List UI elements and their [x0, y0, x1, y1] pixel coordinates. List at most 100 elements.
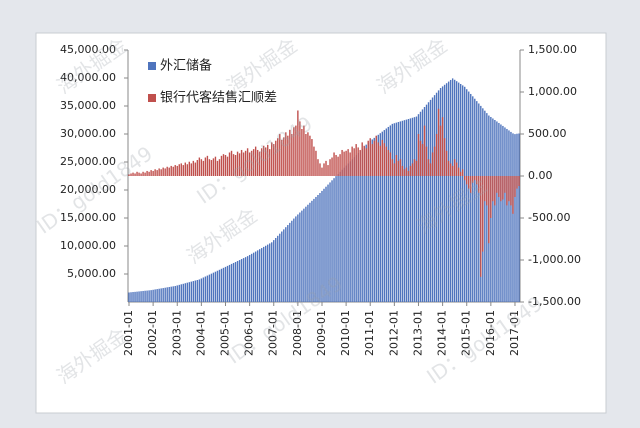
bar: [158, 168, 160, 176]
x-tick-label: 2017-01: [508, 310, 521, 356]
bar: [449, 163, 452, 176]
bar: [445, 83, 448, 302]
bar: [315, 150, 317, 176]
bar: [331, 180, 333, 302]
bar: [244, 257, 247, 302]
bar: [413, 117, 416, 302]
bar: [146, 170, 148, 176]
bar: [393, 163, 396, 176]
bar: [299, 121, 301, 176]
bar: [484, 110, 486, 302]
bar: [413, 159, 416, 176]
legend-label: 外汇储备: [160, 58, 212, 74]
bar: [142, 290, 144, 302]
bar: [409, 165, 412, 176]
bar: [464, 86, 466, 303]
bar: [262, 145, 265, 176]
bar: [459, 83, 462, 302]
bar: [401, 120, 404, 302]
y-tick-label: 35,000.00: [60, 99, 116, 112]
bar: [146, 290, 148, 302]
bar: [254, 251, 257, 302]
bar: [361, 142, 363, 176]
bar: [275, 237, 277, 302]
bar: [373, 137, 375, 302]
bar: [156, 170, 158, 176]
bar: [168, 286, 170, 302]
bar: [385, 146, 388, 176]
bar: [150, 170, 152, 176]
bar: [353, 148, 355, 176]
bar: [468, 176, 470, 189]
legend-swatch: [148, 62, 156, 70]
bar: [313, 198, 315, 302]
bar: [355, 144, 357, 176]
bar: [238, 153, 241, 176]
bar: [433, 146, 436, 176]
bar: [445, 150, 448, 176]
bar: [325, 160, 327, 176]
bar: [335, 176, 337, 302]
bar: [162, 288, 164, 302]
bar: [411, 117, 414, 302]
bar: [486, 113, 488, 302]
bar: [184, 283, 186, 302]
bar: [323, 188, 325, 302]
bar: [365, 148, 367, 176]
x-tick-label: 2006-01: [243, 310, 256, 356]
x-tick-label: 2016-01: [484, 310, 497, 356]
bar: [232, 262, 235, 302]
bar: [415, 160, 418, 176]
bar: [317, 159, 319, 176]
bar: [369, 141, 371, 302]
bar: [299, 212, 301, 302]
bar: [307, 132, 309, 176]
bar: [504, 176, 506, 193]
bar: [152, 289, 154, 302]
bar: [508, 130, 510, 302]
bar: [305, 134, 307, 176]
bar: [287, 135, 289, 176]
y-tick-label: 5,000.00: [67, 267, 116, 280]
bar: [309, 202, 311, 302]
bar: [349, 152, 351, 176]
bar: [283, 229, 285, 302]
bar: [234, 262, 237, 302]
bar: [363, 145, 365, 176]
bar: [256, 149, 259, 176]
bar: [230, 263, 233, 302]
bar: [166, 166, 168, 176]
bar: [214, 271, 217, 302]
y-tick-label: 25,000.00: [60, 155, 116, 168]
bar: [345, 165, 347, 302]
bar: [506, 128, 508, 302]
bar: [204, 157, 207, 176]
bar: [419, 140, 422, 176]
bar: [415, 116, 418, 302]
bar: [403, 120, 406, 302]
bar: [206, 275, 209, 302]
bar: [478, 176, 480, 193]
bar: [148, 290, 150, 302]
bar: [277, 235, 279, 302]
bar: [494, 176, 496, 206]
bar: [345, 150, 347, 176]
bar: [224, 155, 227, 176]
x-tick-label: 2015-01: [460, 310, 473, 356]
y2-tick-label: 1,500.00: [528, 43, 577, 56]
bar: [486, 176, 488, 206]
bar: [301, 128, 303, 176]
bar: [492, 118, 494, 302]
bar: [335, 155, 337, 176]
bar: [138, 291, 140, 302]
bar: [232, 154, 235, 176]
bar: [427, 102, 430, 302]
y2-tick-label: -1,500.00: [528, 295, 581, 308]
x-tick-label: 2013-01: [411, 310, 424, 356]
bar: [200, 159, 203, 176]
bar: [291, 134, 293, 176]
bar: [293, 218, 295, 302]
bar: [156, 289, 158, 302]
bar: [433, 95, 436, 302]
bar: [329, 159, 331, 176]
